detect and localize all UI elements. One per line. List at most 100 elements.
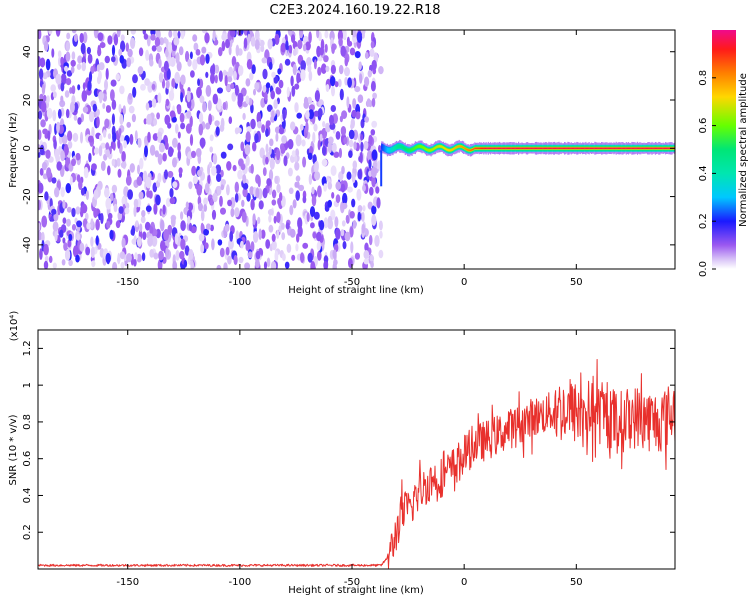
heatmap-cell [113,34,119,46]
colorbar-tick-label: 0.4 [698,165,709,181]
heatmap-cell [353,141,357,150]
heatmap-cell [52,262,57,269]
heatmap-cell [41,83,46,96]
heatmap-cell [520,147,522,150]
heatmap-cell [209,146,213,153]
heatmap-cell [351,172,356,184]
bottom-x-tick-label: -150 [116,577,139,588]
heatmap-cell [275,132,279,142]
heatmap-cell [210,198,214,206]
heatmap-cell [534,147,536,150]
heatmap-cell [352,98,357,109]
heatmap-cell [495,147,497,150]
heatmap-cell [263,261,268,269]
heatmap-cell [180,211,184,220]
heatmap-cell [238,65,244,76]
heatmap-cell [274,33,280,46]
heatmap-cell [139,223,143,232]
heatmap-cell [195,148,202,158]
heatmap-cell [496,147,498,150]
heatmap-cell [552,147,554,150]
heatmap-cell [451,148,453,151]
bottom-x-axis-label: Height of straight line (km) [288,585,424,596]
heatmap-cell [589,147,591,150]
heatmap-cell [666,147,668,150]
heatmap-cell [242,187,248,198]
heatmap-cell [201,46,207,54]
heatmap-cell [136,236,142,247]
heatmap-cell [64,65,68,72]
heatmap-cell [64,90,70,98]
heatmap-cell [347,40,353,47]
heatmap-cell [611,147,613,150]
heatmap-cell [54,230,58,242]
heatmap-cell [117,138,121,149]
heatmap-cell [364,51,369,60]
heatmap-cell [533,147,535,150]
heatmap-cell [174,233,179,245]
heatmap-cell [189,51,193,60]
heatmap-cell [233,70,237,81]
heatmap-cell [70,59,76,67]
heatmap-cell [56,121,60,134]
heatmap-cell [198,184,203,192]
heatmap-cell [80,188,85,196]
heatmap-cell [348,150,353,159]
heatmap-cell [497,147,499,150]
heatmap-cell [271,189,277,199]
heatmap-cell [240,141,245,152]
heatmap-cell [481,147,483,150]
heatmap-cell [341,165,345,175]
top-x-tick-label: 50 [570,277,583,288]
heatmap-cell [98,70,102,81]
heatmap-cell [402,146,404,149]
heatmap-cell [636,147,639,150]
heatmap-cell [156,112,161,120]
heatmap-cell [281,135,287,144]
heatmap-cell [356,188,362,201]
snr-series-line [38,359,675,569]
heatmap-cell [246,59,253,70]
colorbar-tick-label: 0.8 [698,70,709,86]
heatmap-cell [86,46,91,55]
heatmap-cell [306,57,312,67]
heatmap-cell [358,61,362,70]
heatmap-cell [43,260,49,269]
heatmap-cell [478,147,480,150]
heatmap-cell [282,253,286,261]
heatmap-cell [93,147,100,155]
heatmap-cell [350,241,354,254]
heatmap-cell [379,230,383,239]
heatmap-cell [157,153,163,165]
heatmap-cell [224,223,230,232]
heatmap-cell [458,145,460,148]
heatmap-cell [312,231,317,239]
heatmap-cell [439,145,441,148]
heatmap-cell [223,262,228,269]
heatmap-cell [116,30,121,38]
heatmap-cell [273,215,277,224]
heatmap-cell [105,197,112,210]
heatmap-cell [162,152,167,162]
heatmap-cell [39,93,44,101]
heatmap-cell [105,142,110,151]
heatmap-cell [623,147,625,150]
heatmap-cell [236,127,242,134]
heatmap-cell [81,61,86,72]
heatmap-cell [132,74,138,84]
heatmap-cell [106,220,111,229]
heatmap-cell [442,146,445,149]
heatmap-cell [153,203,158,215]
heatmap-cell [308,109,315,120]
heatmap-cell [310,222,315,229]
heatmap-cell [330,165,337,176]
heatmap-cell [69,176,73,186]
heatmap-cell [394,146,396,149]
heatmap-cell [366,168,370,180]
heatmap-cell [119,251,125,260]
top-y-axis-label: Frequency (Hz) [8,112,19,188]
heatmap-cell [172,260,178,269]
heatmap-cell [340,183,346,193]
heatmap-cell [288,187,294,195]
heatmap-cell [266,104,273,112]
